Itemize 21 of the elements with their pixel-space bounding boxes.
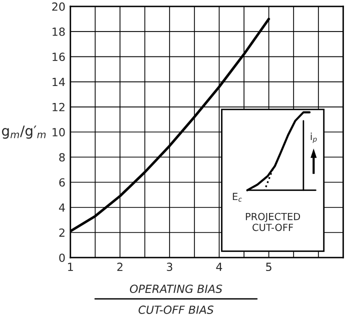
x-tick-label: 5 — [266, 262, 272, 272]
y-tick-label: 16 — [52, 52, 65, 62]
x-tick-label: 3 — [166, 262, 172, 272]
y-tick-label: 18 — [52, 28, 65, 36]
y-tick-label: 12 — [52, 102, 64, 112]
y-tick-label: 6 — [59, 178, 65, 187]
x-tick-label: 1 — [68, 262, 73, 271]
x-axis-title: OPERATING BIAS CUT-OFF BIAS — [130, 284, 222, 314]
y-tick-label: 14 — [52, 78, 65, 86]
annotation: PROJECTED CUT-OFF — [246, 212, 300, 232]
y-axis-title: g$_{m}$/g′$_{m}$ — [2, 126, 46, 139]
annotation: i$_{p}$ — [310, 132, 317, 144]
y-tick-label: 0 — [59, 254, 65, 262]
x-tick-label: 4 — [216, 262, 222, 271]
annotation: E$_{c}$ — [232, 192, 242, 202]
y-tick-label: 2 — [59, 228, 64, 237]
x-tick-label: 2 — [117, 262, 122, 271]
y-tick-label: 20 — [52, 2, 65, 11]
y-tick-label: 8 — [59, 153, 65, 162]
y-tick-label: 10 — [52, 128, 65, 136]
y-tick-label: 4 — [59, 203, 65, 212]
